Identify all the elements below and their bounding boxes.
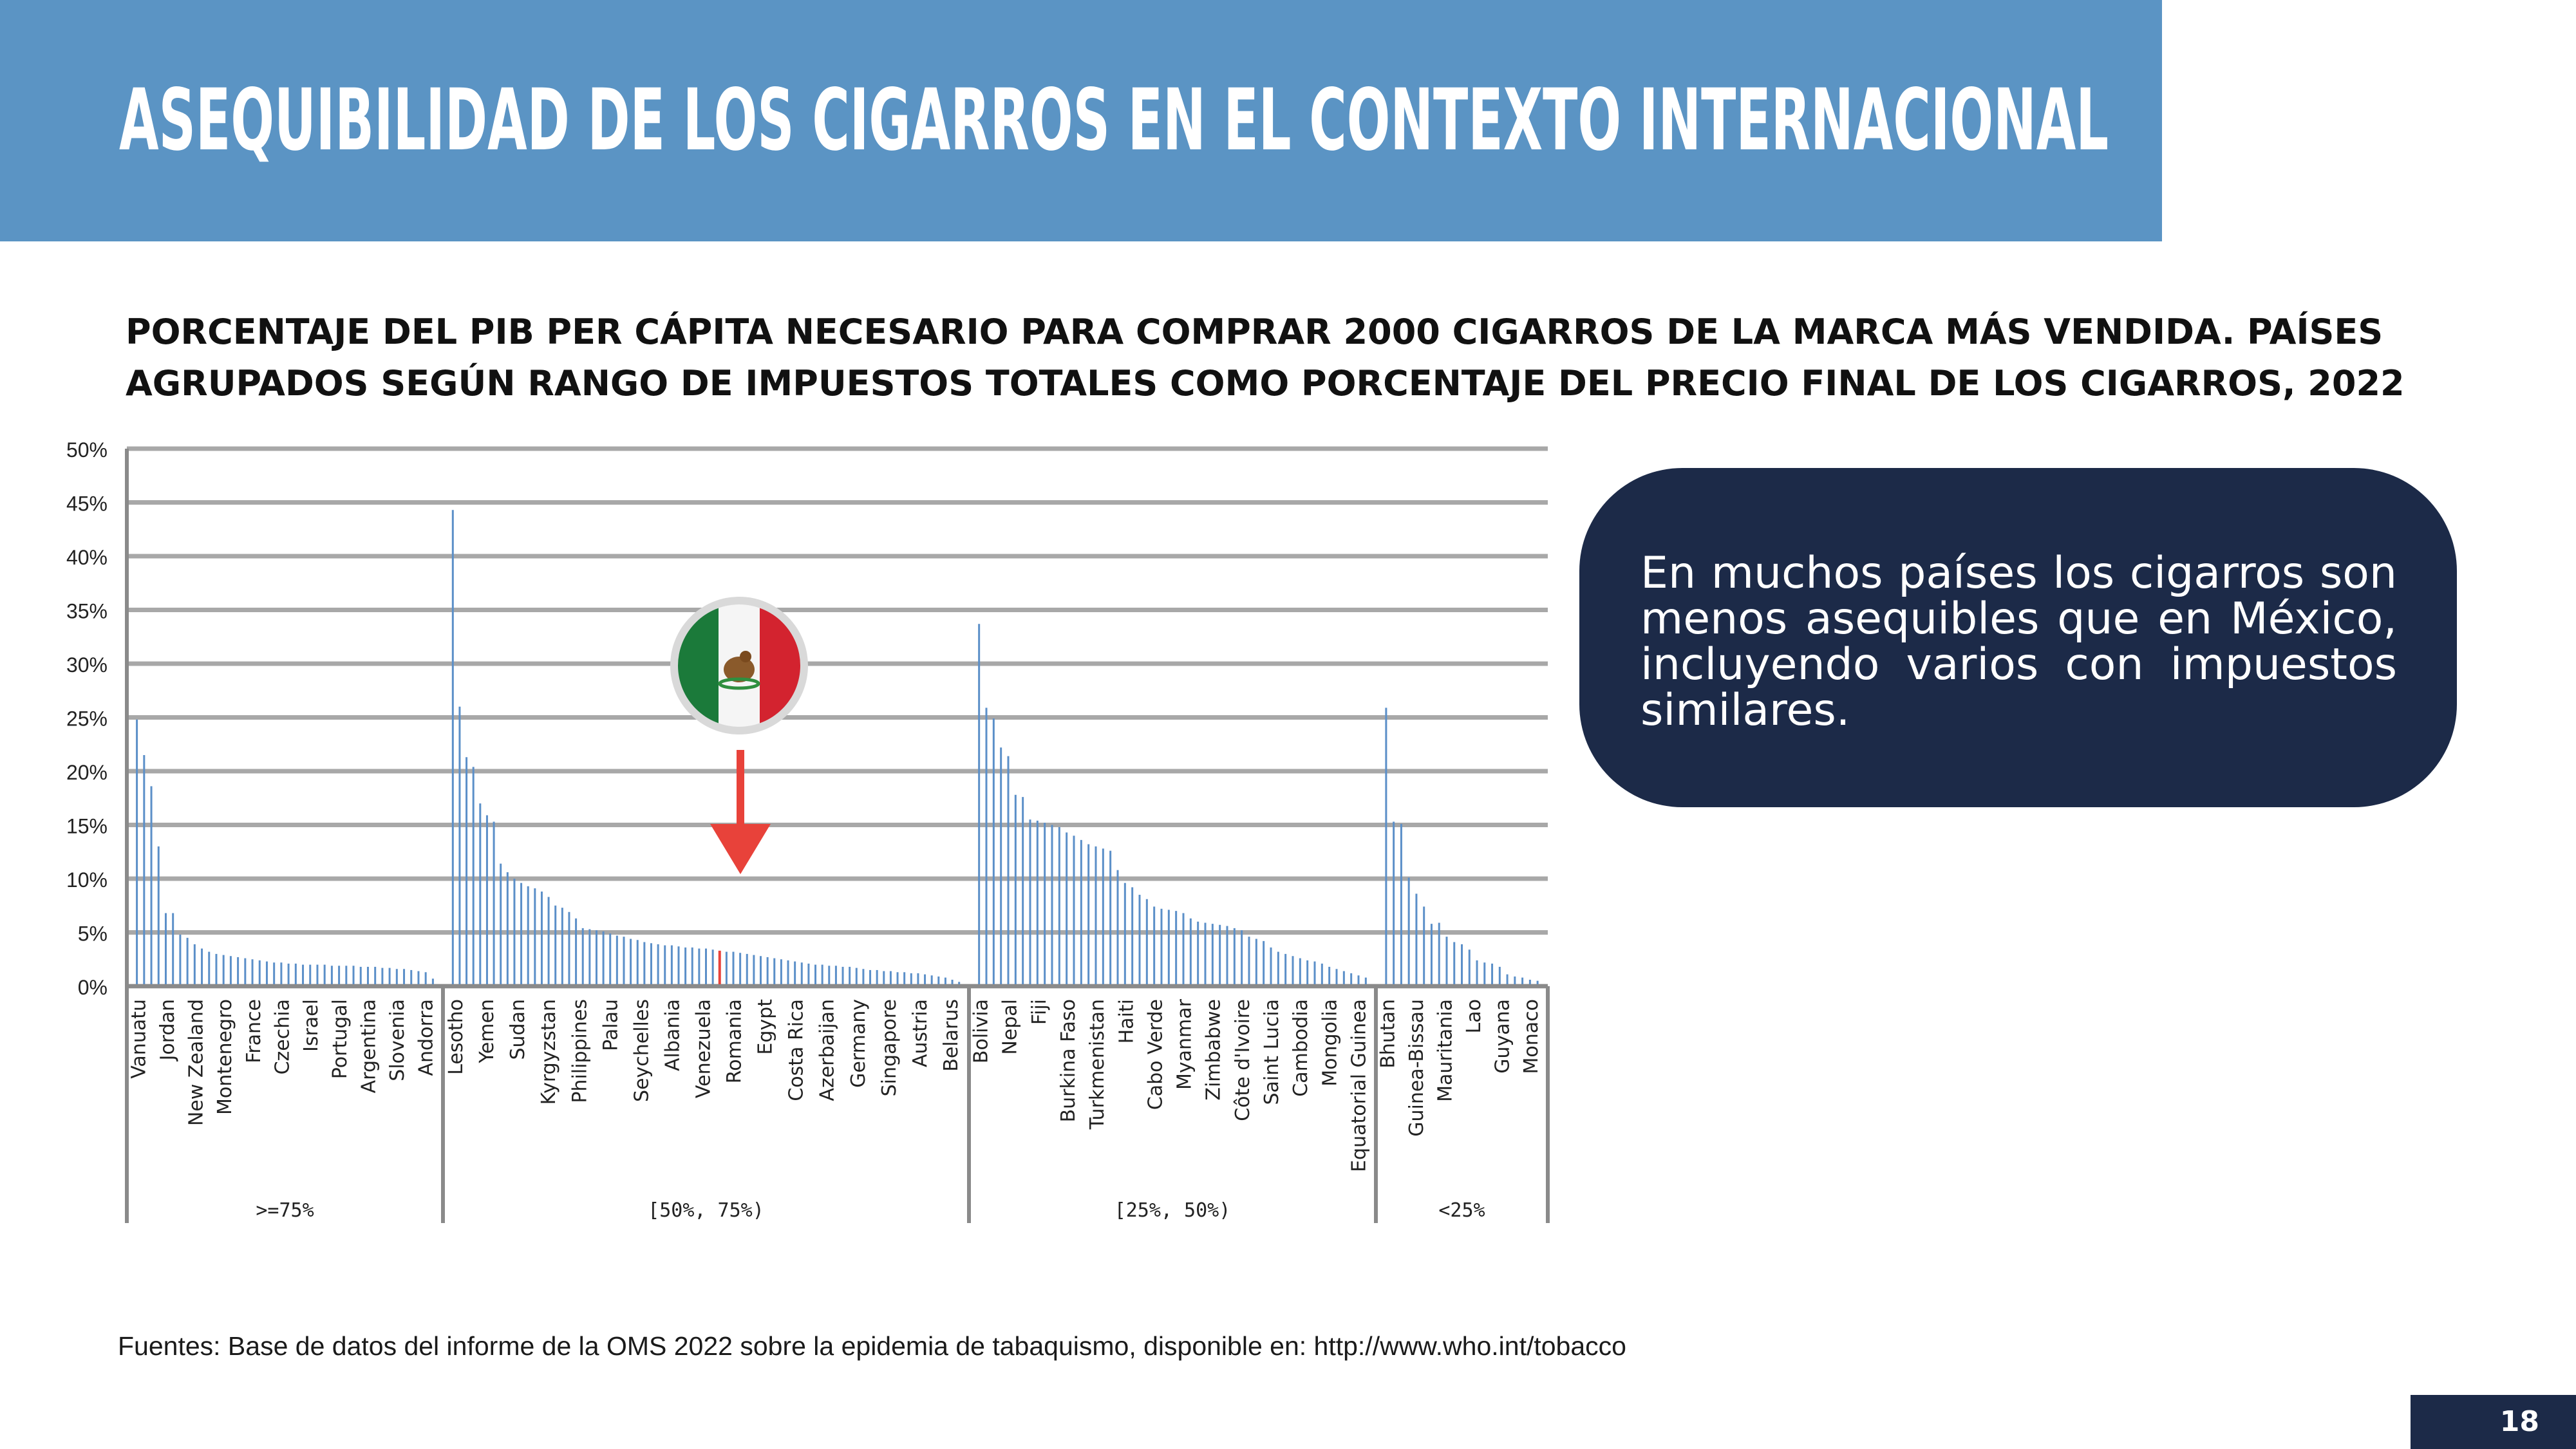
callout-text: En muchos países los cigarros son menos … — [1641, 548, 2397, 736]
group-label: [25%, 50%) — [1114, 1199, 1231, 1222]
category-label: France — [243, 999, 265, 1063]
y-tick-label: 50% — [66, 438, 108, 462]
category-label: Lao — [1463, 999, 1485, 1033]
category-label: Saint Lucia — [1261, 999, 1283, 1105]
category-label: Azerbaijan — [816, 999, 839, 1101]
category-label: Belarus — [940, 999, 963, 1072]
y-tick-label: 0% — [78, 976, 108, 999]
category-label: Turkmenistan — [1086, 999, 1109, 1130]
category-label: Venezuela — [693, 999, 715, 1098]
page-number: 18 — [2499, 1405, 2539, 1438]
category-label: Argentina — [357, 999, 380, 1093]
category-label: Myanmar — [1174, 998, 1196, 1090]
page-title: ASEQUIBILIDAD DE LOS CIGARROS EN EL CONT… — [119, 71, 2109, 170]
category-label: Seychelles — [630, 999, 653, 1102]
group-label: [50%, 75%) — [648, 1199, 764, 1222]
category-label: Palau — [599, 999, 622, 1051]
category-label: New Zealand — [185, 999, 208, 1126]
category-label: Fiji — [1028, 999, 1051, 1025]
y-tick-label: 35% — [66, 600, 108, 623]
category-label: Cabo Verde — [1144, 999, 1167, 1110]
category-label: Equatorial Guinea — [1348, 999, 1370, 1172]
mexico-flag-icon — [670, 597, 808, 734]
category-label: Philippines — [569, 999, 591, 1103]
source-note: Fuentes: Base de datos del informe de la… — [118, 1331, 1626, 1361]
arrow-down-icon — [710, 750, 771, 874]
category-label: Côte d'Ivoire — [1232, 999, 1254, 1121]
group-label: <25% — [1438, 1199, 1485, 1222]
y-tick-label: 30% — [66, 653, 108, 677]
category-label: Kyrgyzstan — [538, 999, 560, 1105]
category-label: Vanuatu — [127, 999, 150, 1079]
category-label: Nepal — [999, 999, 1022, 1055]
category-label: Jordan — [156, 999, 179, 1061]
category-label: Costa Rica — [785, 999, 808, 1101]
category-label: Burkina Faso — [1057, 999, 1080, 1122]
category-label: Bolivia — [970, 999, 993, 1063]
y-tick-label: 10% — [66, 868, 108, 892]
category-label: Germany — [847, 999, 870, 1088]
y-tick-label: 45% — [66, 492, 108, 516]
category-label: Israel — [300, 999, 323, 1052]
category-label: Yemen — [476, 999, 498, 1064]
callout-box: En muchos países los cigarros son menos … — [1579, 468, 2457, 807]
category-label: Guinea-Bissau — [1406, 999, 1428, 1137]
y-tick-label: 5% — [78, 922, 108, 946]
y-tick-label: 20% — [66, 761, 108, 784]
category-label: Mauritania — [1434, 999, 1456, 1102]
category-label: Lesotho — [445, 999, 467, 1075]
category-label: Cambodia — [1290, 999, 1312, 1097]
category-label: Singapore — [878, 999, 901, 1096]
y-tick-label: 25% — [66, 707, 108, 731]
category-label: Monaco — [1520, 999, 1543, 1074]
group-label: >=75% — [256, 1199, 314, 1222]
category-label: Portugal — [329, 999, 352, 1079]
category-label: Sudan — [507, 999, 529, 1060]
category-label: Slovenia — [386, 999, 409, 1081]
page-number-box: 18 — [2411, 1395, 2576, 1449]
category-label: Egypt — [755, 999, 777, 1055]
category-label: Montenegro — [214, 999, 236, 1115]
category-label: Czechia — [272, 999, 294, 1074]
y-tick-label: 15% — [66, 815, 108, 838]
category-label: Andorra — [415, 999, 438, 1076]
header-band: ASEQUIBILIDAD DE LOS CIGARROS EN EL CONT… — [0, 0, 2162, 241]
category-label: Albania — [661, 999, 684, 1071]
category-label: Zimbabwe — [1203, 999, 1225, 1101]
y-tick-label: 40% — [66, 546, 108, 569]
category-label: Bhutan — [1377, 999, 1399, 1069]
category-label: Romania — [724, 999, 746, 1083]
category-label: Guyana — [1491, 999, 1514, 1074]
category-label: Mongolia — [1319, 999, 1341, 1087]
category-label: Haiti — [1115, 999, 1138, 1043]
category-label: Austria — [909, 999, 932, 1067]
